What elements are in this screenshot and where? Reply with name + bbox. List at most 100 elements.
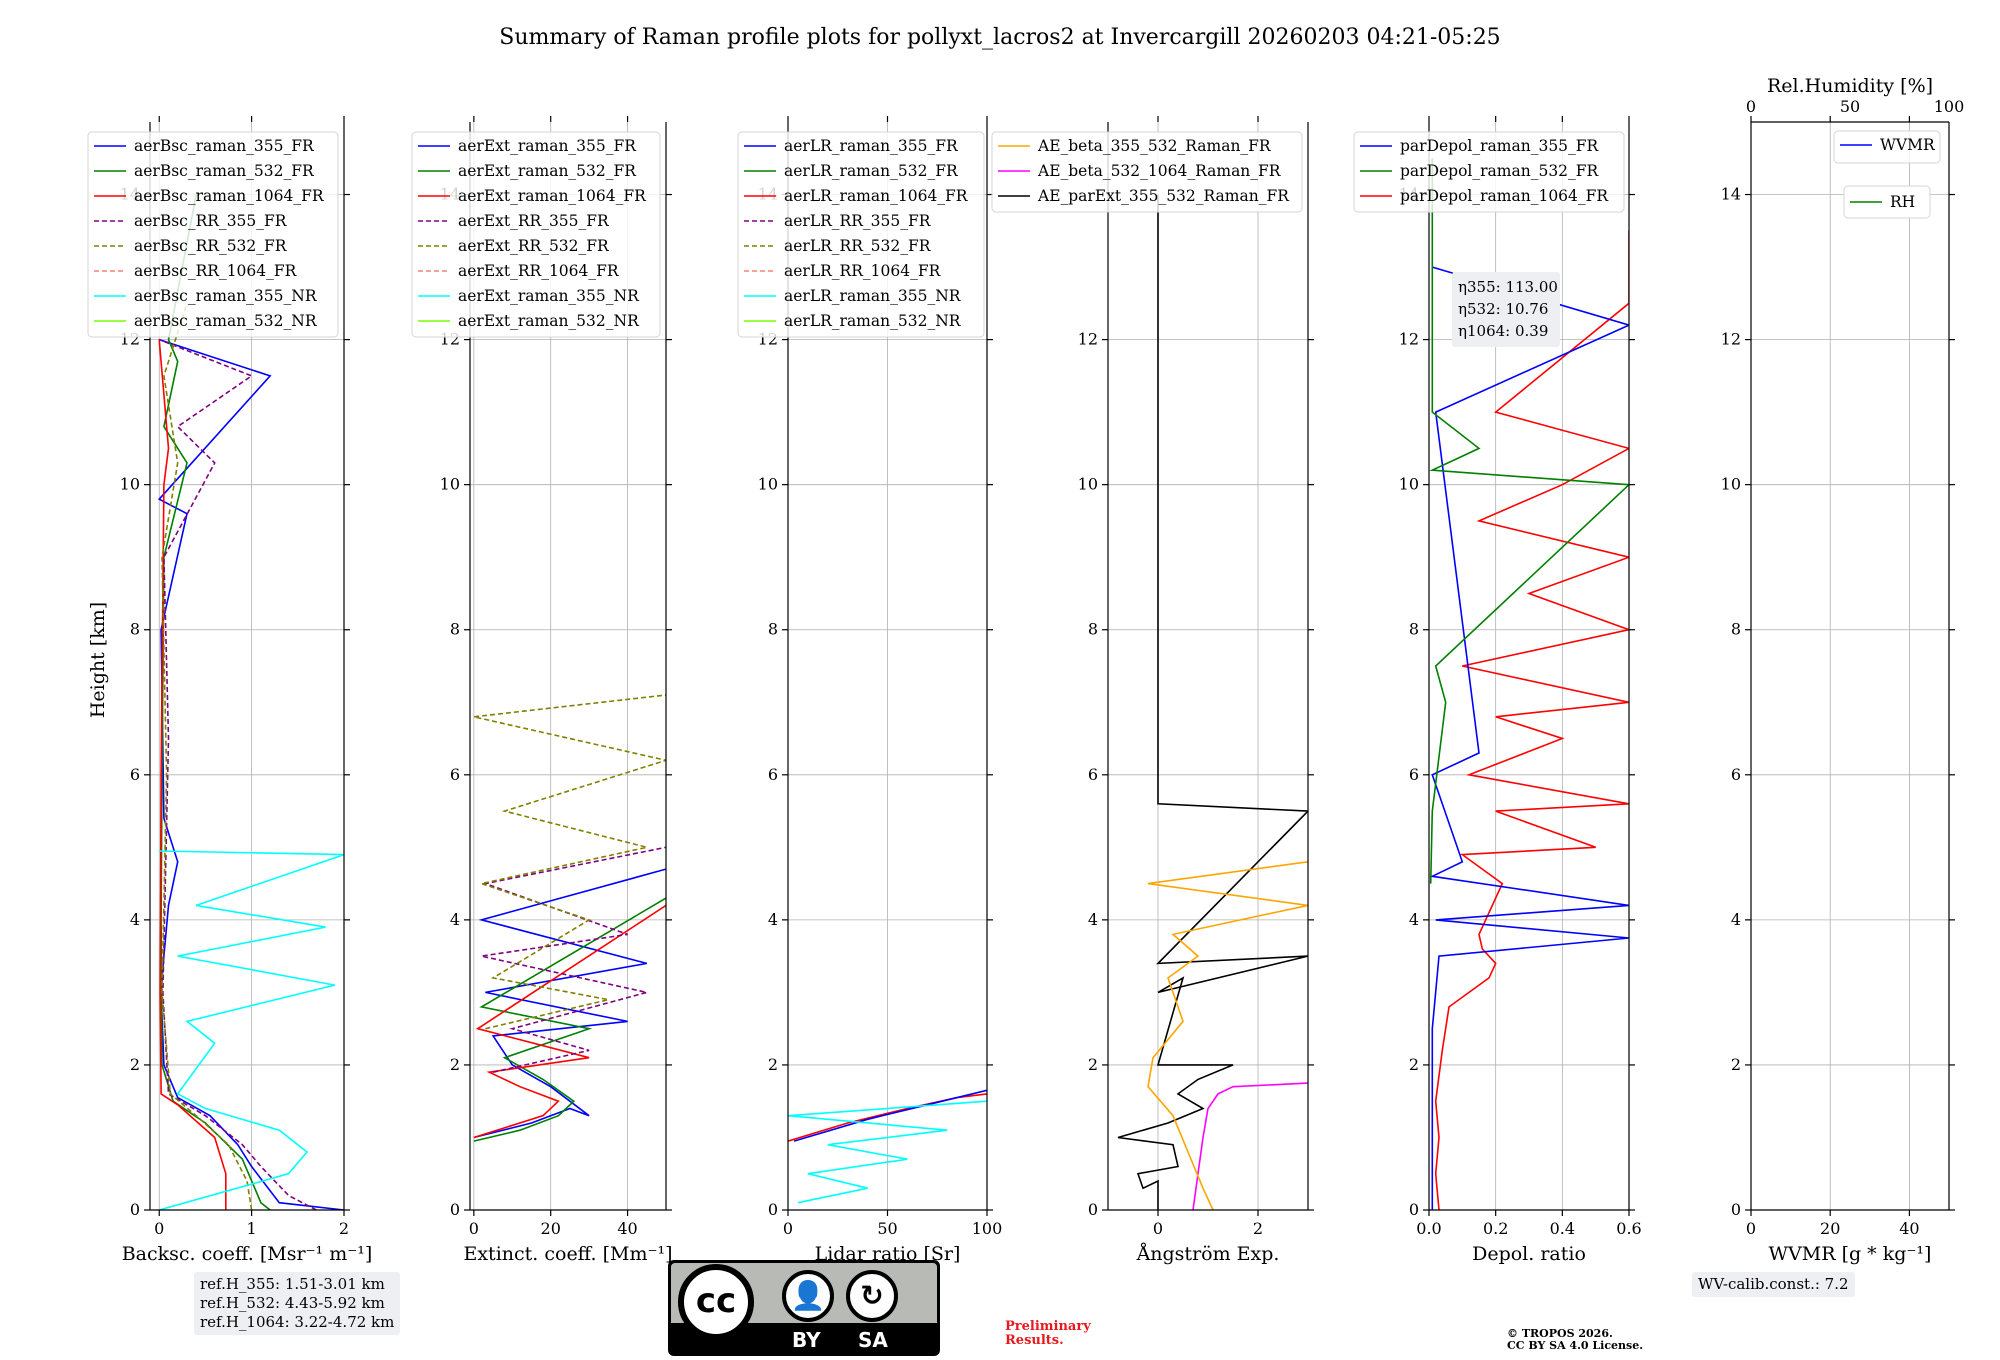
x-axis-label: Lidar ratio [Sr] — [815, 1243, 961, 1265]
panel-bsc: 02468101214012Backsc. coeff. [Msr⁻¹ m⁻¹]… — [87, 116, 372, 1265]
legend-entry: aerLR_RR_355_FR — [784, 212, 932, 230]
y-tick-label: 4 — [768, 910, 778, 929]
eta-annotation: η355: 113.00 η532: 10.76 η1064: 0.39 — [1452, 272, 1560, 347]
y-tick-label: 0 — [450, 1200, 460, 1219]
y-tick-label: 6 — [1731, 765, 1741, 784]
legend-entry: aerExt_raman_355_FR — [458, 137, 637, 155]
legend-entry: aerExt_raman_532_FR — [458, 162, 637, 180]
series-line-AE_parExt_355_532_Raman_FR — [1117, 194, 1308, 1210]
series-line-aerBsc_raman_355_NR — [158, 850, 344, 1210]
x-tick-label: 0 — [1746, 1219, 1756, 1238]
y-tick-label: 6 — [1088, 765, 1098, 784]
panel-wv: 0 2 4 6 8 10 12 14 0 20 40 WVMR [g * kg⁻¹] 0 50 100Rel… — [1721, 75, 1965, 1265]
y-tick-label: 8 — [130, 620, 140, 639]
x-axis-label: Depol. ratio — [1472, 1243, 1586, 1265]
legend-box — [411, 131, 661, 338]
attribution-person-icon: 👤 — [782, 1270, 834, 1322]
series-line-aerBsc_raman_355_FR — [157, 338, 344, 1210]
legend-entry: aerBsc_raman_1064_FR — [134, 187, 325, 205]
x-tick-label: 0.4 — [1550, 1219, 1575, 1238]
legend-entry: aerBsc_RR_1064_FR — [134, 262, 298, 280]
legend-entry: aerLR_RR_1064_FR — [784, 262, 942, 280]
y-tick-label: 0 — [1409, 1200, 1419, 1219]
share-alike-icon: ↻ — [846, 1270, 898, 1322]
legend-entry: aerExt_RR_1064_FR — [458, 262, 620, 280]
x2-tick-label: 0 — [1746, 97, 1756, 116]
y-tick-label: 12 — [1721, 330, 1741, 349]
y-tick-label: 12 — [1399, 330, 1419, 349]
x-tick-label: 0 — [1153, 1219, 1163, 1238]
copyright-line-2: CC BY SA 4.0 License. — [1507, 1339, 1644, 1352]
y-tick-label: 6 — [1409, 765, 1419, 784]
copyright-line-1: © TROPOS 2026. — [1507, 1327, 1613, 1340]
series-line-aerLR_raman_1064_FR — [788, 1093, 987, 1142]
legend-entry-rh: RH — [1890, 193, 1915, 211]
y-tick-label: 8 — [1409, 620, 1419, 639]
series-line-aerExt_raman_532_FR — [473, 897, 666, 1142]
eta-355: η355: 113.00 — [1458, 278, 1558, 296]
figure-title: Summary of Raman profile plots for polly… — [499, 25, 1500, 50]
x-axis-label: Extinct. coeff. [Mm⁻¹] — [463, 1243, 672, 1265]
wv-calibration-const: WV-calib.const.: 7.2 — [1698, 1275, 1849, 1293]
legend-entry: aerLR_RR_532_FR — [784, 237, 932, 255]
series-line-aerBsc_raman_532_FR — [160, 194, 271, 1210]
y-tick-label: 10 — [1078, 475, 1098, 494]
x-tick-label: 0 — [783, 1219, 793, 1238]
x-tick-label: 20 — [1820, 1219, 1840, 1238]
y-tick-label: 6 — [768, 765, 778, 784]
y-tick-label: 10 — [120, 475, 140, 494]
x-tick-label: 1 — [247, 1219, 257, 1238]
legend-entry: aerExt_raman_355_NR — [458, 287, 640, 305]
legend-entry: parDepol_raman_532_FR — [1400, 162, 1600, 180]
series-line-aerBsc_RR_355_FR — [158, 338, 317, 1210]
x2-tick-label: 50 — [1840, 97, 1860, 116]
legend-box — [991, 131, 1303, 213]
y-tick-label: 10 — [1399, 475, 1419, 494]
copyright-note: © TROPOS 2026. CC BY SA 4.0 License. — [1507, 1328, 1643, 1352]
legend-entry: aerLR_raman_355_FR — [784, 137, 959, 155]
x-axis-label: WVMR [g * kg⁻¹] — [1769, 1243, 1932, 1265]
x2-axis-label: Rel.Humidity [%] — [1767, 75, 1933, 97]
y-tick-label: 6 — [130, 765, 140, 784]
x-tick-label: 0.6 — [1616, 1219, 1641, 1238]
x-tick-label: 20 — [541, 1219, 561, 1238]
series-line-aerExt_RR_355_FR — [481, 846, 666, 1073]
preliminary-line-1: Preliminary — [1005, 1319, 1091, 1334]
y-tick-label: 4 — [1088, 910, 1098, 929]
reference-height-box: ref.H_355: 1.51-3.01 km ref.H_532: 4.43-… — [194, 1272, 401, 1335]
legend-entry: aerExt_RR_532_FR — [458, 237, 610, 255]
y-tick-label: 2 — [1731, 1055, 1741, 1074]
legend-entry: aerBsc_raman_532_NR — [134, 312, 318, 330]
y-tick-label: 10 — [440, 475, 460, 494]
series-line-aerExt_raman_355_FR — [473, 868, 666, 1139]
y-tick-label: 8 — [1088, 620, 1098, 639]
cc-sa-label: SA — [858, 1328, 888, 1352]
x-tick-label: 100 — [972, 1219, 1003, 1238]
legend-entry: AE_parExt_355_532_Raman_FR — [1037, 187, 1290, 205]
y-tick-label: 0 — [1731, 1200, 1741, 1219]
y-tick-label: 0 — [130, 1200, 140, 1219]
legend-box-rh — [1843, 185, 1931, 219]
x-axis-label: Ångström Exp. — [1136, 1243, 1280, 1265]
y-tick-label: 2 — [768, 1055, 778, 1074]
legend-entry: parDepol_raman_1064_FR — [1400, 187, 1609, 205]
y-tick-label: 8 — [450, 620, 460, 639]
legend-entry: WVMR — [1880, 136, 1936, 154]
legend-box — [87, 131, 339, 338]
x-tick-label: 40 — [617, 1219, 637, 1238]
series-line-parDepol_raman_355_FR — [1429, 266, 1629, 1210]
ref-height-1064: ref.H_1064: 3.22-4.72 km — [200, 1313, 395, 1331]
legend-box — [1833, 130, 1941, 164]
y-axis-label: Height [km] — [87, 602, 109, 718]
legend-entry: parDepol_raman_355_FR — [1400, 137, 1600, 155]
preliminary-line-2: Results. — [1005, 1333, 1064, 1348]
cc-by-sa-license-badge: cc 👤 ↻ BY SA — [668, 1260, 940, 1356]
legend-entry: aerBsc_raman_355_NR — [134, 287, 318, 305]
cc-logo-icon: cc — [678, 1264, 754, 1340]
ref-height-355: ref.H_355: 1.51-3.01 km — [200, 1275, 385, 1293]
y-tick-label: 2 — [450, 1055, 460, 1074]
x-tick-label: 0.0 — [1416, 1219, 1441, 1238]
y-tick-label: 14 — [1721, 185, 1741, 204]
series-line-aerLR_raman_355_NR — [788, 1100, 987, 1204]
